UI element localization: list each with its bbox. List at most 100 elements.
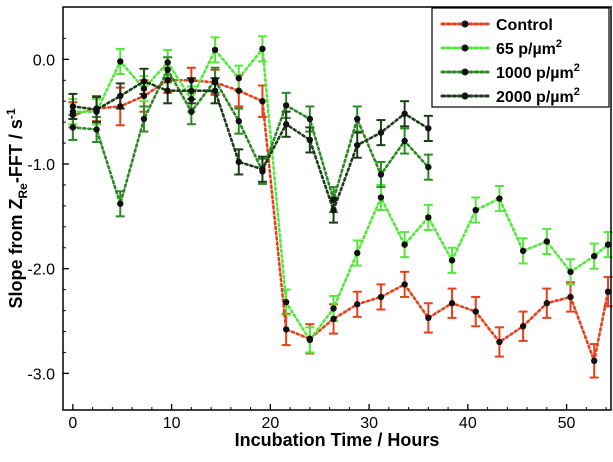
series-1-point <box>117 58 124 65</box>
series-0-point <box>448 300 456 307</box>
series-2-point <box>93 126 100 133</box>
series-2-point <box>164 66 171 74</box>
series-1-point <box>235 74 242 82</box>
series-0-point <box>282 326 290 333</box>
series-2-point <box>306 115 314 123</box>
y-axis-title-superscript: -1 <box>4 108 18 119</box>
series-3-point <box>282 121 290 128</box>
y-axis-title-middle: -FFT / s <box>6 119 26 183</box>
legend-item-0: Control <box>440 17 553 34</box>
series-2-point <box>401 137 408 145</box>
legend-label: Control <box>496 17 553 34</box>
series-0-point <box>604 288 612 295</box>
series-2-point <box>117 200 124 207</box>
series-2-point <box>425 163 432 171</box>
legend-label-main: 65 p/µm <box>496 41 556 58</box>
series-1-point <box>164 59 171 66</box>
series-0-point <box>164 77 171 84</box>
y-axis-title: Slope from ZRe-FFT / s-1 <box>4 108 30 308</box>
series-1-point <box>496 195 503 202</box>
plot-frame <box>62 6 612 411</box>
series-1-point <box>354 249 361 257</box>
series-1-point <box>69 108 77 115</box>
series-3-point <box>69 103 77 110</box>
series-3-point <box>188 87 195 94</box>
series-1-point <box>306 336 314 344</box>
legend-label-superscript: 2 <box>556 38 562 50</box>
series-3-point <box>354 141 361 149</box>
series-1-point <box>188 95 195 103</box>
series-0-point <box>354 301 361 308</box>
series-3-point <box>235 158 242 166</box>
y-tick-label: 0.0 <box>33 52 55 69</box>
series-0-point <box>377 293 385 301</box>
series-1-point <box>140 85 148 92</box>
series-3-point <box>330 206 337 214</box>
x-tick-label: 10 <box>163 415 181 432</box>
series-3-point <box>401 110 408 117</box>
series-0-point <box>567 293 574 301</box>
series-1-point <box>519 247 527 255</box>
series-0-point <box>401 281 408 288</box>
legend-label-main: 1000 p/µm <box>496 65 574 82</box>
series-2-point <box>235 117 242 125</box>
y-tick-label: -1.0 <box>27 157 55 174</box>
series-1-point <box>567 268 574 276</box>
series-1-point <box>604 241 612 248</box>
y-tick-label: -2.0 <box>27 262 55 279</box>
series-2-point <box>211 77 219 84</box>
x-tick-label: 30 <box>360 415 378 432</box>
series-1-point <box>377 194 385 201</box>
series-1-point <box>330 305 337 312</box>
series-0-point <box>140 92 148 100</box>
legend-label-main: Control <box>496 17 553 34</box>
series-3-line <box>71 79 430 215</box>
series-1-point <box>401 241 408 248</box>
x-tick-label: 0 <box>68 415 77 432</box>
series-3-point <box>117 92 124 100</box>
series-2-point <box>69 124 77 131</box>
x-tick-label: 40 <box>459 415 477 432</box>
legend-item-2: 1000 p/µm2 <box>440 62 580 82</box>
series-0-point <box>259 98 266 105</box>
x-axis-title: Incubation Time / Hours <box>235 430 440 450</box>
y-tick-label: -3.0 <box>27 366 55 383</box>
series-1-point <box>211 46 219 54</box>
series-0-point <box>235 87 242 94</box>
legend-item-1: 65 p/µm2 <box>440 38 562 58</box>
legend-label-main: 2000 p/µm <box>496 89 574 106</box>
axes: 0 10 20 30 40 50 0.0 -1.0 -2.0 -3.0 <box>27 37 607 432</box>
series-1-point <box>472 206 479 214</box>
legend-marker <box>461 20 469 28</box>
series-3-point <box>377 129 385 136</box>
series-3-point <box>164 87 171 94</box>
series-3-point <box>259 166 266 173</box>
series-2-point <box>377 171 385 178</box>
series-0-point <box>543 300 551 307</box>
series-lines <box>71 45 610 366</box>
x-tick-label: 20 <box>261 415 279 432</box>
series-1-point <box>448 257 456 264</box>
series-3-point <box>306 136 314 144</box>
series-0-point <box>188 77 195 84</box>
legend-label-superscript: 2 <box>574 62 580 74</box>
series-1-point <box>425 214 432 221</box>
series-3-point <box>211 87 219 94</box>
series-1-line <box>71 45 610 343</box>
series-0-point <box>330 315 337 323</box>
series-0-point <box>591 357 598 365</box>
legend-label: 2000 p/µm2 <box>496 86 580 106</box>
legend-marker <box>461 68 469 76</box>
legend-marker <box>461 92 469 100</box>
series-2-point <box>330 196 337 203</box>
series-3-point <box>93 106 100 113</box>
series-1-point <box>543 238 551 245</box>
legend-marker <box>461 44 469 52</box>
series-0-point <box>425 314 432 322</box>
series-2-point <box>282 102 290 109</box>
data-points <box>69 45 612 365</box>
series-1-point <box>259 45 266 53</box>
series-0-point <box>519 323 527 330</box>
